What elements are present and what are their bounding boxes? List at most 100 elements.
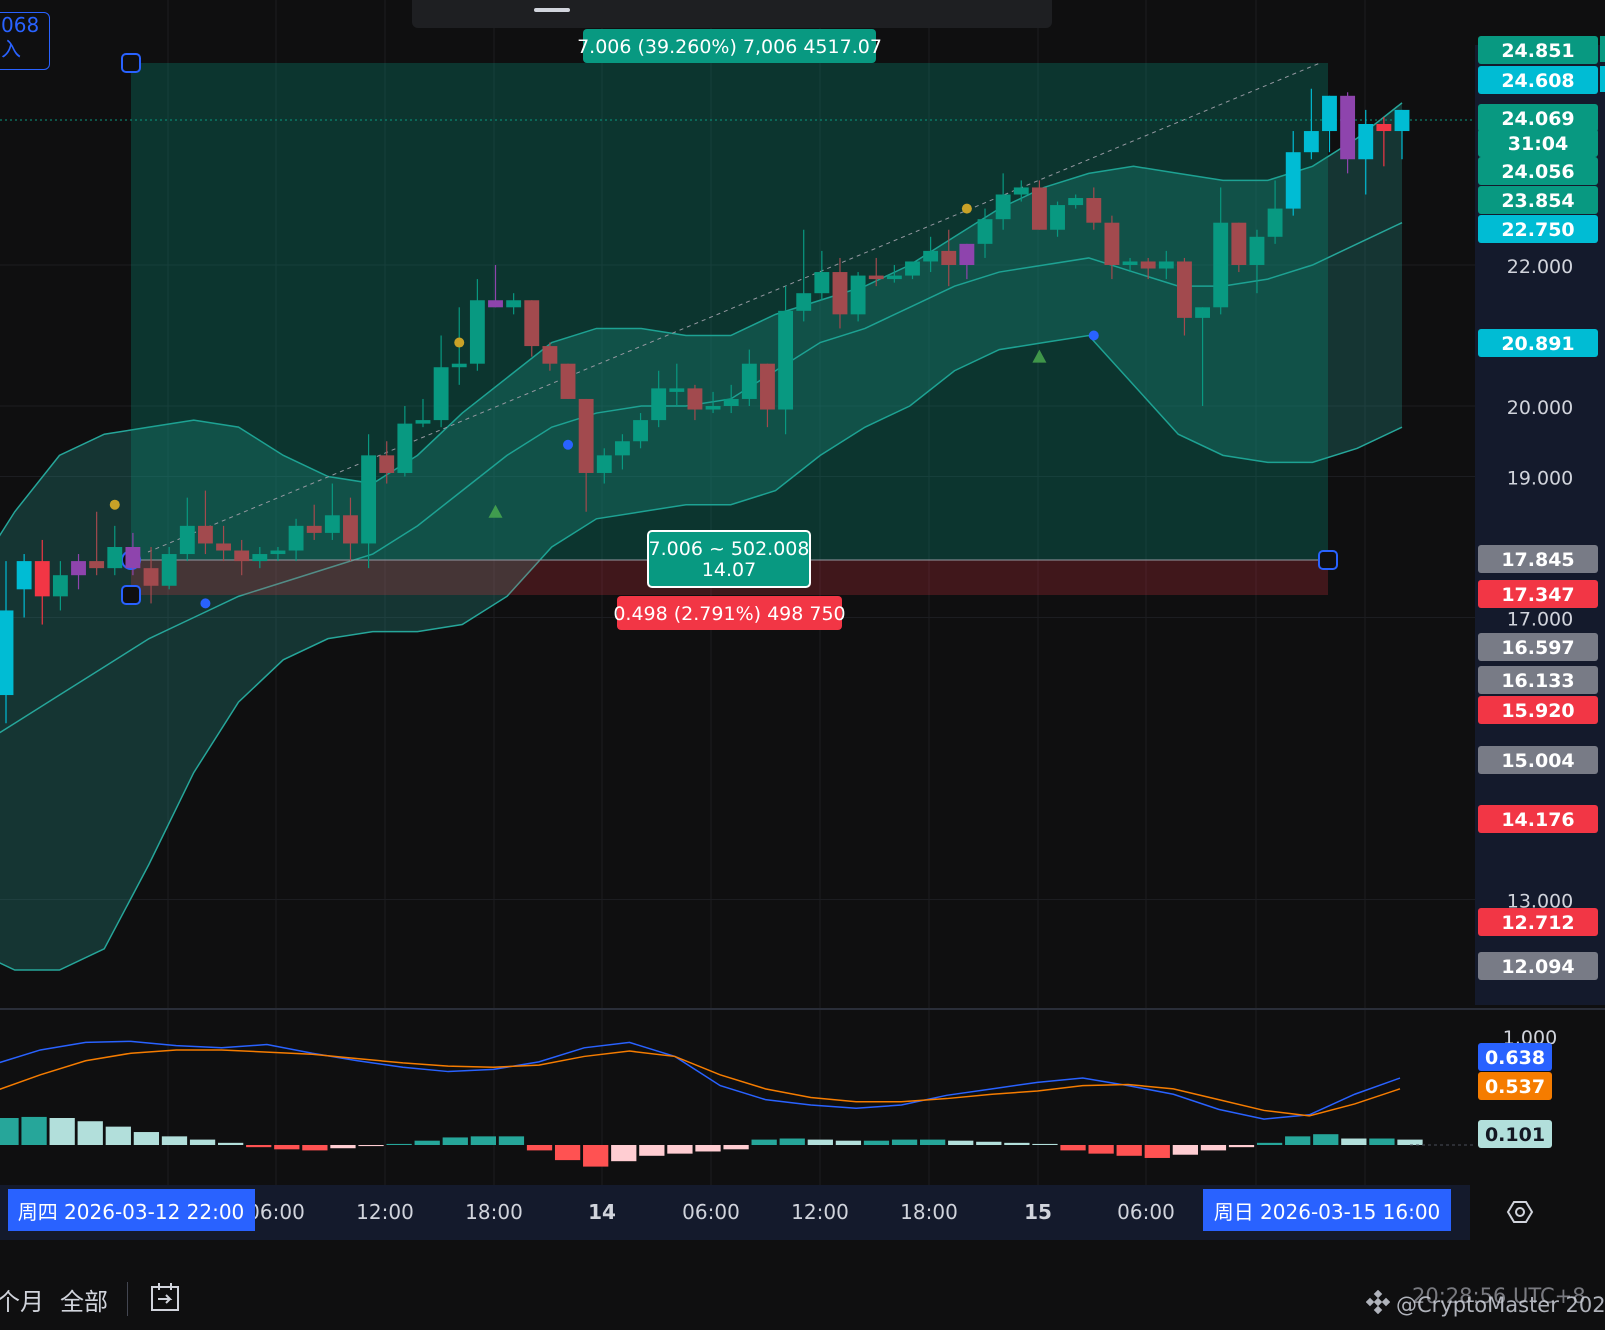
time-tick-label: 18:00: [465, 1200, 523, 1224]
goto-date-icon[interactable]: [150, 1282, 182, 1312]
macd-histogram-bar: [21, 1116, 47, 1145]
macd-pill: [1478, 1120, 1552, 1148]
candle-body: [1213, 222, 1229, 308]
candle-body: [1086, 198, 1102, 223]
macd-histogram-bar: [1313, 1134, 1339, 1145]
top-left-badge[interactable]: 068 入: [0, 12, 50, 70]
macd-histogram-bar: [386, 1143, 412, 1145]
settings-gear-icon[interactable]: [1506, 1201, 1534, 1223]
drawing-toolbar[interactable]: [412, 0, 1052, 28]
bollinger-band-fill: [0, 102, 1402, 970]
bollinger-lower-line: [0, 334, 1403, 971]
signal-dot: [109, 499, 120, 510]
macd-histogram-bar: [0, 1118, 19, 1145]
macd-pill-label: 0.537: [1485, 1076, 1545, 1098]
price-pill-label: 23.854: [1501, 190, 1574, 212]
toolbar-underline-icon[interactable]: [534, 8, 570, 12]
macd-histogram-bar: [751, 1139, 777, 1145]
price-pill: [1478, 580, 1598, 608]
candle-body: [143, 568, 159, 586]
price-pill-label: 17.845: [1501, 549, 1574, 571]
macd-histogram-bar: [639, 1145, 665, 1156]
price-pill-label: 24.069: [1501, 108, 1574, 130]
macd-histogram-bar: [1341, 1138, 1367, 1145]
price-tick-label: 19.000: [1507, 468, 1573, 490]
candle-body: [469, 300, 485, 364]
candle-body: [270, 550, 286, 555]
candle-body: [1140, 261, 1156, 269]
time-pill-right: [1203, 1189, 1451, 1231]
measure-lower-label-bg: [617, 596, 842, 630]
candle-body: [397, 423, 413, 473]
candle-body: [524, 300, 540, 347]
price-pill-label: 12.712: [1501, 912, 1574, 934]
price-pill-label: 20.891: [1501, 333, 1574, 355]
candle-body: [941, 250, 957, 265]
candle-body: [125, 547, 141, 569]
macd-histogram-bar: [835, 1140, 862, 1145]
candle-body: [886, 275, 902, 280]
candle-body: [1358, 124, 1374, 160]
price-pill: [1478, 186, 1598, 214]
price-pill-label: 24.056: [1501, 161, 1574, 183]
candle-body: [1195, 307, 1211, 318]
macd-histogram-bar: [667, 1145, 693, 1154]
signal-triangle: [488, 504, 503, 518]
candle-body: [1104, 222, 1120, 265]
price-tick-label: 13.000: [1507, 891, 1573, 913]
candle-body: [107, 547, 123, 569]
macd-histogram-bar: [948, 1140, 974, 1145]
price-pill: [1478, 215, 1598, 243]
macd-histogram-bar: [695, 1145, 721, 1152]
macd-histogram-bar: [1060, 1145, 1086, 1151]
price-tick-label: 22.000: [1507, 256, 1573, 278]
macd-histogram-bar: [779, 1138, 805, 1145]
macd-histogram-bar: [77, 1121, 103, 1145]
price-tick-label: 17.000: [1507, 609, 1573, 631]
price-pill-label: 16.597: [1501, 637, 1574, 659]
time-pill-right-label: 周日 2026-03-15 16:00: [1214, 1200, 1441, 1224]
range-1-month-button[interactable]: 个月: [0, 1288, 44, 1316]
clock-text[interactable]: 20:28:56 UTC+8: [1412, 1284, 1586, 1308]
measure-handle: [121, 585, 141, 605]
signal-dot: [961, 203, 972, 214]
macd-histogram-bar: [470, 1136, 496, 1145]
price-pill-label: 14.176: [1501, 809, 1574, 831]
candle-body: [161, 554, 177, 586]
candle-body: [197, 525, 213, 544]
macd-histogram-bar: [611, 1145, 637, 1162]
candle-body: [977, 219, 993, 244]
candle-body: [306, 525, 322, 533]
measure-center-label-text: 7.006 ~ 502.008: [649, 538, 810, 560]
macd-pill: [1478, 1072, 1552, 1100]
macd-histogram-bar: [1032, 1143, 1058, 1145]
price-pill-label: 31:04: [1508, 133, 1568, 155]
candle-body: [723, 398, 739, 406]
candle-body: [1231, 222, 1247, 265]
bollinger-middle-line: [0, 222, 1403, 734]
macd-histogram-bar: [1397, 1139, 1423, 1145]
candle-body: [216, 543, 231, 551]
candle-body: [651, 388, 667, 421]
candle-body: [1122, 261, 1138, 265]
candle-body: [1340, 95, 1356, 160]
candle-body: [506, 300, 522, 308]
macd-histogram-bar: [1228, 1145, 1255, 1148]
time-tick-label: 06:00: [682, 1200, 740, 1224]
price-pill: [1478, 66, 1598, 94]
candle-body: [1376, 124, 1392, 132]
candle-body: [633, 420, 648, 442]
candle-body: [1068, 198, 1084, 206]
candle-body: [669, 388, 685, 392]
macd-histogram-bar: [807, 1139, 833, 1145]
macd-histogram-bar: [274, 1145, 300, 1150]
range-all-button[interactable]: 全部: [60, 1288, 108, 1316]
candle-body: [488, 300, 503, 308]
macd-histogram-bar: [358, 1145, 384, 1147]
price-pill: [1478, 666, 1598, 694]
candle-body: [905, 261, 920, 276]
candle-body: [705, 406, 721, 410]
candle-body: [1249, 236, 1265, 265]
time-pill-left: [8, 1189, 255, 1231]
